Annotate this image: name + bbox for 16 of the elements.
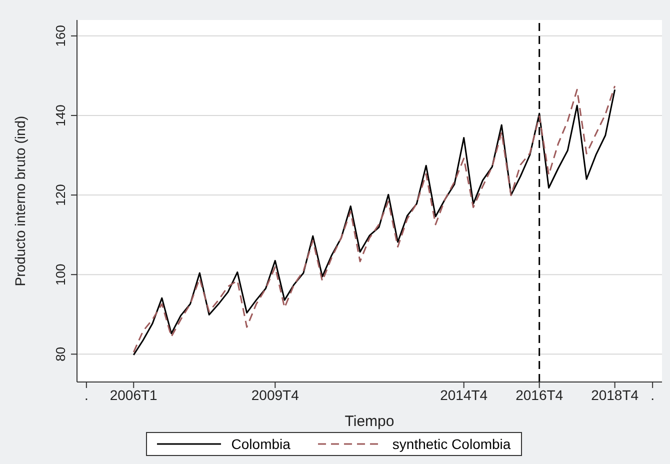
y-tick-label: 80	[53, 346, 68, 362]
x-axis-title: Tiempo	[344, 413, 394, 430]
x-tick-label: 2006T1	[110, 386, 158, 403]
x-tick-label: 2016T4	[516, 386, 564, 403]
x-tick-label: .	[650, 386, 655, 403]
y-tick-label: 100	[53, 264, 68, 286]
x-tick-label: 2014T4	[440, 386, 488, 403]
y-tick-label: 140	[53, 104, 68, 126]
x-tick-label: 2009T4	[251, 386, 300, 403]
y-axis-title: Producto interno bruto (ind)	[12, 116, 28, 286]
y-tick-label: 120	[53, 184, 68, 206]
x-tick-label: 2018T4	[591, 386, 639, 403]
legend-label: synthetic Colombia	[392, 436, 511, 452]
y-tick-label: 160	[53, 25, 68, 47]
x-tick-label: .	[84, 386, 88, 403]
legend-label: Colombia	[231, 436, 290, 452]
